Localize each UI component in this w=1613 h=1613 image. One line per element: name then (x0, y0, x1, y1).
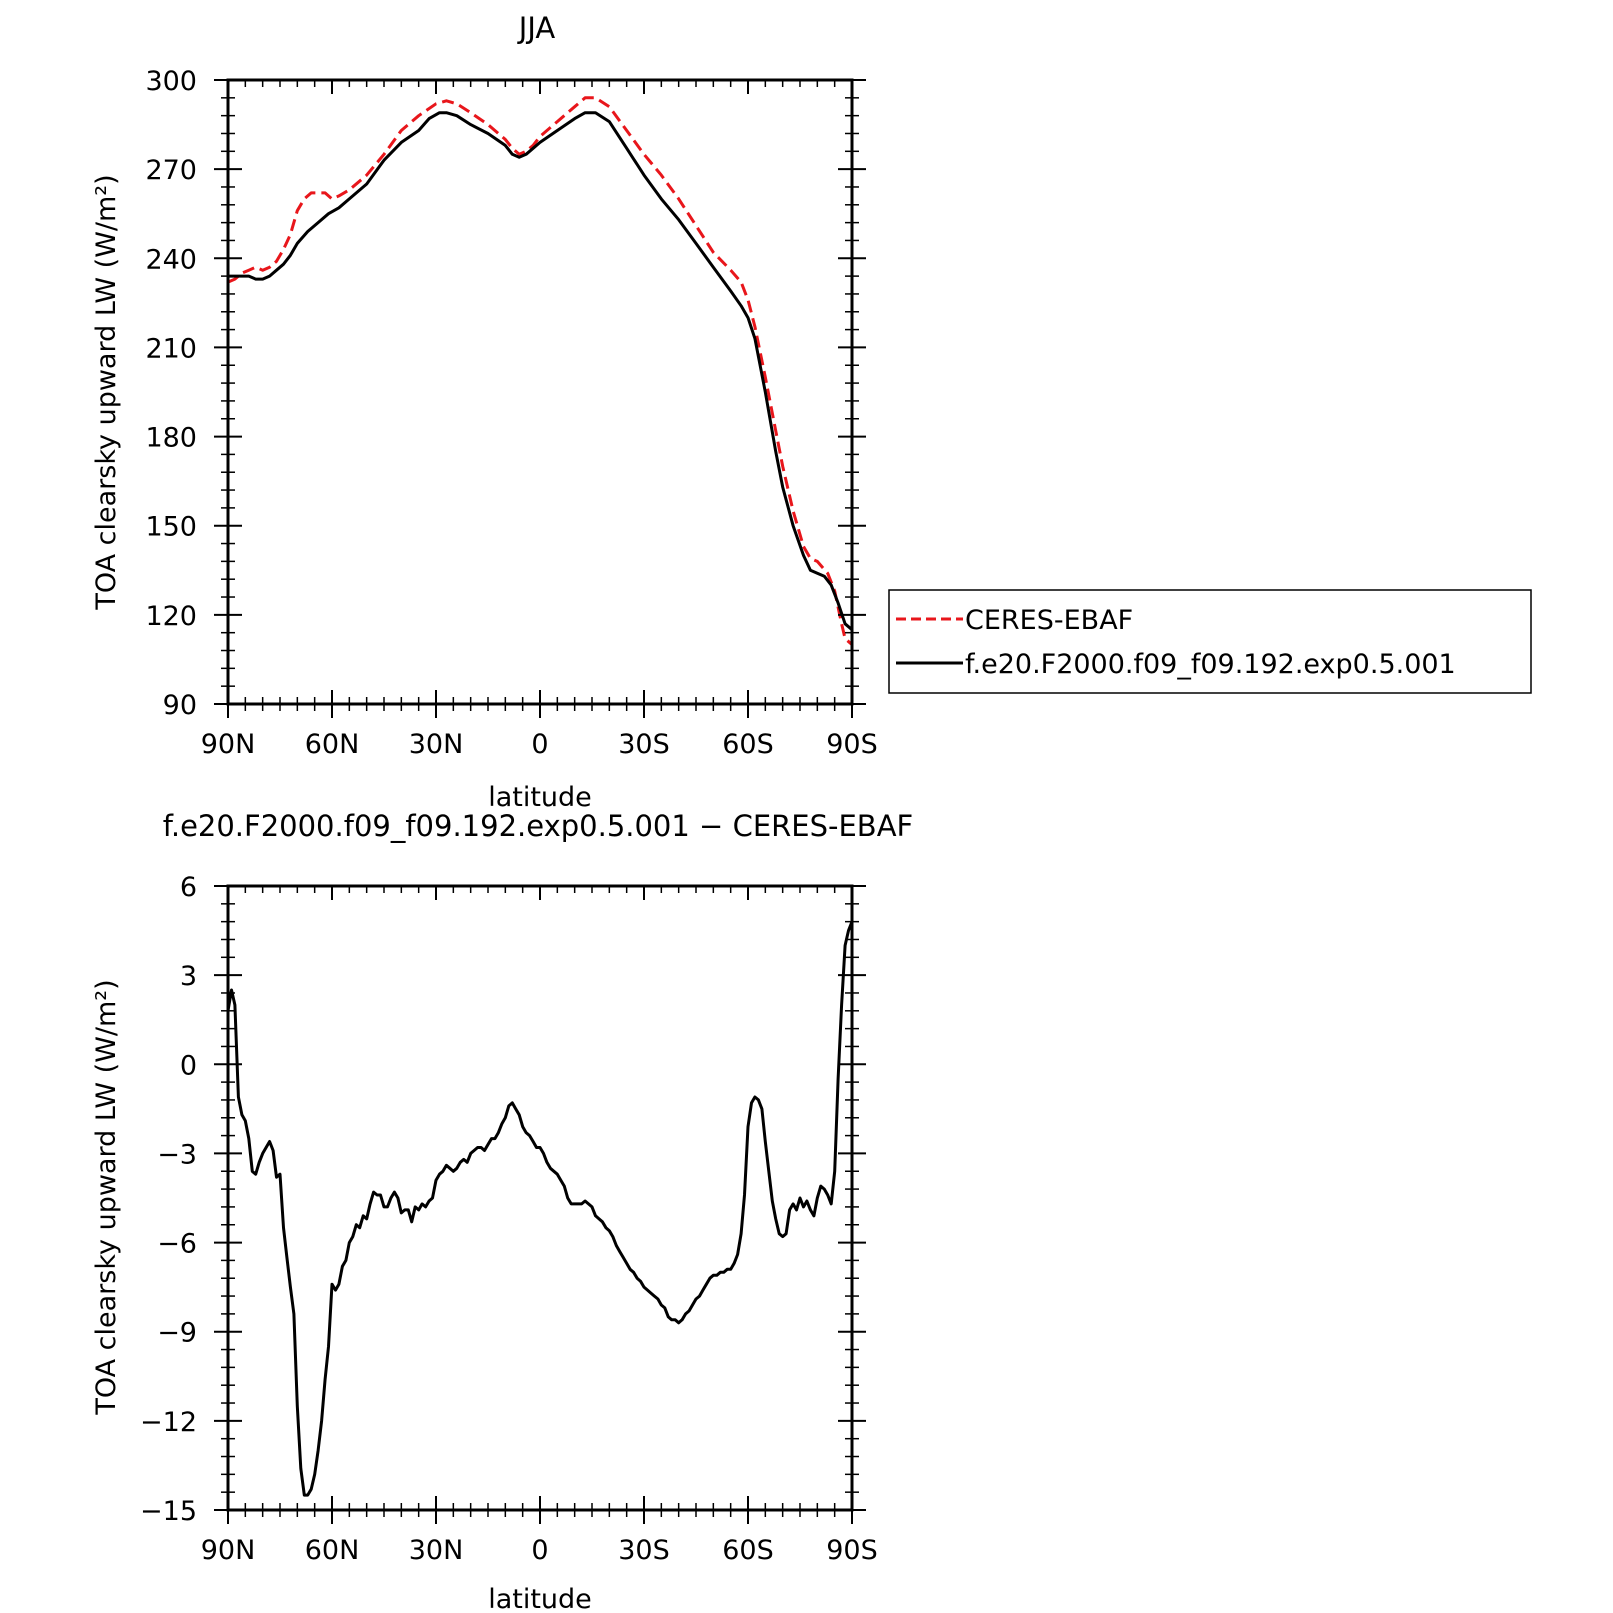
top-panel: JJA 90N 60N 30N 0 30S 60S 90S 90 120 150 180 210 240… (91, 11, 1532, 813)
top-xtick-label-5: 60S (722, 729, 774, 760)
top-ytick-label-4: 210 (145, 333, 197, 364)
bottom-xtick-label-1: 60N (305, 1535, 360, 1566)
bottom-ytick-label-2: −9 (157, 1318, 197, 1349)
bottom-xtick-label-5: 60S (722, 1535, 774, 1566)
top-ytick-label-2: 150 (145, 512, 197, 543)
bottom-ytick-label-1: −12 (140, 1407, 197, 1438)
top-ytick-label-5: 240 (145, 244, 197, 275)
top-ytick-label-6: 270 (145, 155, 197, 186)
bottom-panel-xlabel: latitude (488, 1584, 592, 1613)
top-ytick-label-7: 300 (145, 66, 197, 97)
top-series-line-0 (227, 96, 853, 646)
bottom-ytick-label-0: −15 (140, 1496, 197, 1527)
bottom-xtick-label-0: 90N (201, 1535, 256, 1566)
top-xtick-label-6: 90S (826, 729, 878, 760)
bottom-ytick-label-4: −3 (157, 1139, 197, 1170)
bottom-xtick-label-2: 30N (409, 1535, 464, 1566)
bottom-panel-title: f.e20.F2000.f09_f09.192.exp0.5.001 − CER… (163, 809, 913, 843)
top-xtick-label-4: 30S (618, 729, 670, 760)
bottom-xtick-label-3: 0 (531, 1535, 548, 1566)
legend-box (888, 589, 1532, 694)
legend-label-model: f.e20.F2000.f09_f09.192.exp0.5.001 (965, 649, 1456, 680)
top-ytick-label-0: 90 (163, 690, 197, 721)
top-series-line-1 (228, 111, 853, 631)
legend: CERES-EBAF f.e20.F2000.f09_f09.192.exp0.… (888, 589, 1532, 694)
top-panel-series (227, 96, 853, 646)
bottom-series-line-0 (226, 921, 854, 1497)
bottom-xtick-label-6: 90S (826, 1535, 878, 1566)
top-xtick-label-1: 60N (305, 729, 360, 760)
bottom-panel-series (226, 921, 854, 1497)
bottom-ytick-label-3: −6 (157, 1229, 197, 1260)
top-panel-xlabel: latitude (488, 782, 592, 813)
bottom-panel-ylabel: TOA clearsky upward LW (W/m²) (91, 979, 122, 1415)
top-ytick-label-3: 180 (145, 423, 197, 454)
bottom-panel: f.e20.F2000.f09_f09.192.exp0.5.001 − CER… (91, 809, 913, 1613)
top-panel-frame (226, 78, 854, 706)
top-xtick-label-0: 90N (201, 729, 256, 760)
bottom-ytick-label-7: 6 (180, 872, 197, 903)
top-panel-ticks: 90N 60N 30N 0 30S 60S 90S 90 120 150 180 210 240 270 3… (145, 66, 877, 760)
bottom-ytick-label-6: 3 (180, 961, 197, 992)
top-panel-ylabel: TOA clearsky upward LW (W/m²) (91, 174, 122, 610)
top-xtick-label-2: 30N (409, 729, 464, 760)
top-ytick-label-1: 120 (145, 601, 197, 632)
bottom-panel-ticks: 90N 60N 30N 0 30S 60S 90S −15 −12 −9 −6 −3 0 3 6 (140, 872, 878, 1566)
top-xtick-label-3: 0 (531, 729, 548, 760)
bottom-ytick-label-5: 0 (180, 1050, 197, 1081)
bottom-xtick-label-4: 30S (618, 1535, 670, 1566)
top-panel-title: JJA (517, 11, 556, 45)
legend-label-ceres: CERES-EBAF (965, 605, 1133, 636)
